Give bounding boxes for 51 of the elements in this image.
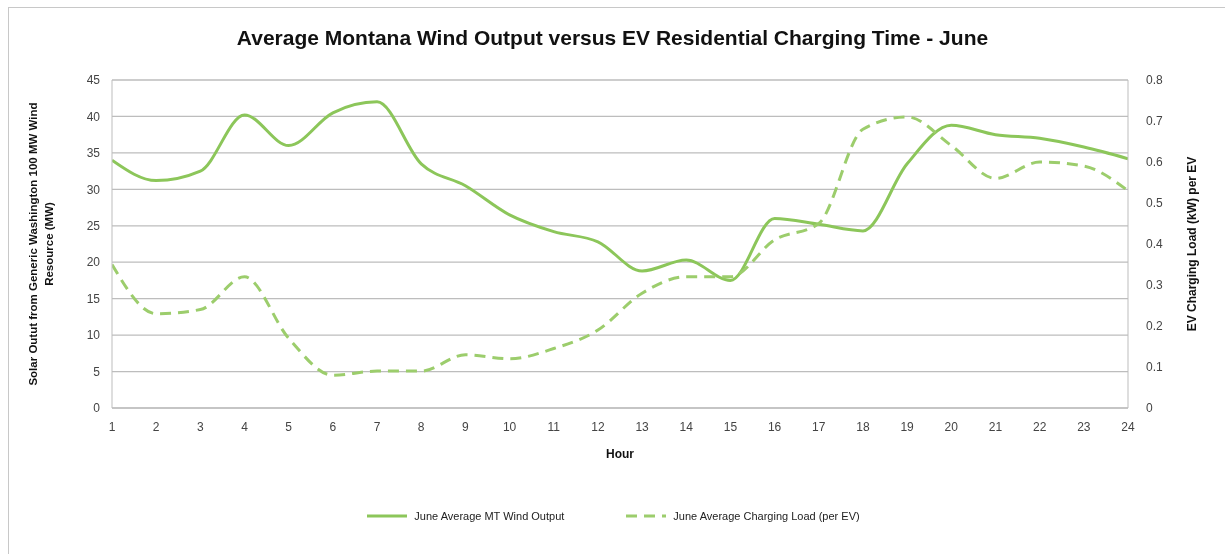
y-tick-label: 45 xyxy=(86,73,101,88)
x-tick-label: 21 xyxy=(988,419,1003,434)
x-tick-label: 17 xyxy=(812,419,826,434)
y-tick-label: 20 xyxy=(86,255,101,270)
y-tick-label: 35 xyxy=(86,146,101,161)
x-tick-label: 15 xyxy=(723,419,738,434)
x-tick-label: 19 xyxy=(900,419,915,434)
legend-label: June Average MT Wind Output xyxy=(414,510,565,522)
x-tick-label: 1 xyxy=(108,419,116,434)
line-series xyxy=(112,115,1128,377)
chart-title: Average Montana Wind Output versus EV Residential Charging Time - June xyxy=(235,26,990,50)
y2-tick-label: 0.2 xyxy=(1146,319,1164,334)
x-tick-label: 24 xyxy=(1121,419,1135,434)
x-tick-label: 4 xyxy=(241,419,249,434)
x-tick-label: 16 xyxy=(767,419,782,434)
x-tick-label: 12 xyxy=(591,419,605,434)
y2-tick-label: 0.7 xyxy=(1146,114,1164,129)
y2-tick-label: 0.6 xyxy=(1146,155,1164,170)
y-tick-label: 25 xyxy=(86,219,101,234)
x-tick-label: 14 xyxy=(679,419,694,434)
x-tick-label: 6 xyxy=(329,419,337,434)
y2-tick-label: 0.1 xyxy=(1146,360,1164,375)
y-tick-label: 30 xyxy=(86,182,101,197)
line-series xyxy=(112,100,1128,282)
x-tick-label: 8 xyxy=(417,419,425,434)
x-tick-label: 13 xyxy=(635,419,650,434)
x-tick-label: 18 xyxy=(856,419,870,434)
x-tick-label: 20 xyxy=(944,419,959,434)
x-tick-label: 3 xyxy=(197,419,204,434)
y-axis-title: Solar Outut from Generic Washington 100 MW Wind Resource (MW) xyxy=(26,101,56,388)
x-tick-label: 10 xyxy=(502,419,517,434)
x-axis-title: Hour xyxy=(606,447,635,461)
y2-tick-label: 0.4 xyxy=(1146,237,1164,252)
x-tick-label: 2 xyxy=(152,419,160,434)
x-tick-label: 5 xyxy=(285,419,293,434)
y-tick-label: 0 xyxy=(93,401,101,416)
y-tick-label: 10 xyxy=(86,328,101,343)
y-tick-label: 40 xyxy=(86,109,101,124)
legend-label: June Average Charging Load (per EV) xyxy=(673,510,860,522)
y-tick-label: 5 xyxy=(93,364,101,379)
x-tick-label: 22 xyxy=(1032,419,1047,434)
x-tick-label: 7 xyxy=(373,419,381,434)
y2-tick-label: 0.5 xyxy=(1146,196,1164,211)
y2-tick-label: 0 xyxy=(1146,401,1153,416)
x-tick-label: 11 xyxy=(547,419,561,434)
y2-tick-label: 0.3 xyxy=(1146,278,1164,293)
y2-tick-label: 0.8 xyxy=(1146,73,1164,88)
y-tick-label: 15 xyxy=(86,291,101,306)
x-tick-label: 23 xyxy=(1077,419,1091,434)
x-tick-label: 9 xyxy=(462,419,470,434)
y2-axis-title: EV Charging Load (kW) per EV xyxy=(1185,156,1199,332)
